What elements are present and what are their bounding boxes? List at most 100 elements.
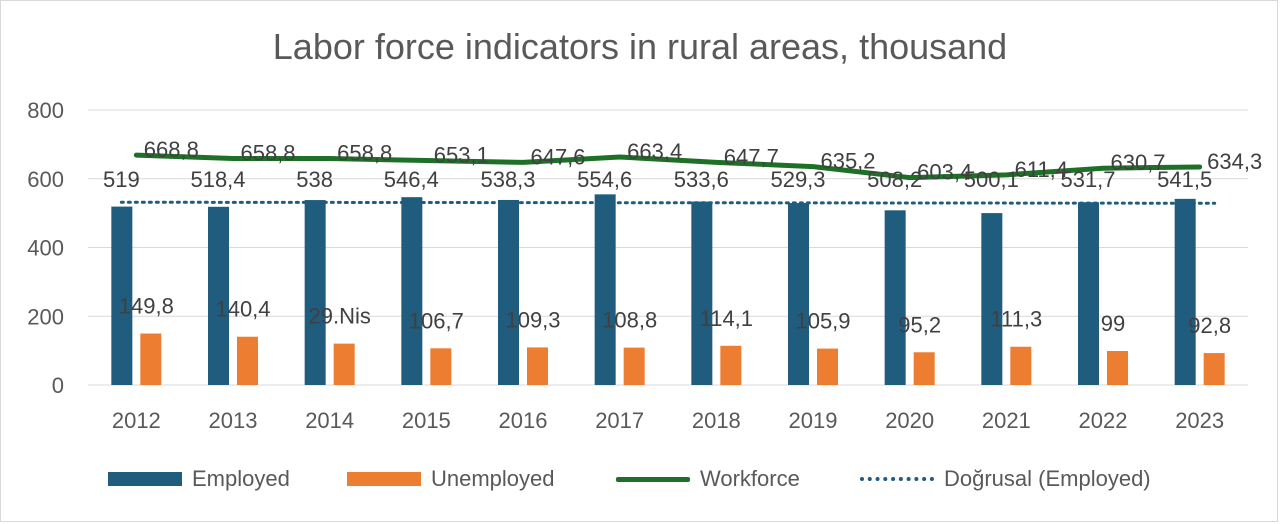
- unemployed-bar: [817, 348, 838, 385]
- workforce-data-label: 635,2: [820, 149, 875, 174]
- employed-data-label: 538: [296, 167, 333, 192]
- employed-bar: [208, 206, 229, 385]
- workforce-data-label: 658,8: [240, 141, 295, 166]
- x-axis-ticks: 2012 2013 2014 2015 2016 2017 2018 2019 2020 2021…: [112, 408, 1224, 433]
- unemployed-data-label: 29.Nis: [308, 304, 370, 329]
- workforce-data-label: 658,8: [337, 141, 392, 166]
- unemployed-data-label: 105,9: [795, 309, 850, 334]
- unemployed-bar: [140, 333, 162, 385]
- workforce-data-label: 647,6: [530, 144, 585, 169]
- legend-item-trendline[interactable]: Doğrusal (Employed): [860, 462, 1151, 496]
- chart-title: Labor force indicators in rural areas, t…: [272, 26, 1008, 67]
- unemployed-data-label: 109,3: [505, 307, 560, 332]
- y-tick-label: 0: [52, 373, 64, 398]
- legend-label-employed: Employed: [192, 466, 290, 491]
- unemployed-bar: [430, 348, 452, 385]
- unemployed-data-label: 140,4: [215, 297, 270, 322]
- unemployed-bar: [913, 352, 935, 385]
- y-axis-ticks: 0 200 400 600 800: [27, 98, 64, 398]
- employed-data-label: 531,7: [1060, 167, 1115, 192]
- employed-data-label: 519: [103, 167, 140, 192]
- employed-data-label: 500,1: [964, 167, 1019, 192]
- employed-data-label: 538,3: [480, 167, 535, 192]
- unemployed-data-label: 114,1: [700, 306, 753, 331]
- x-tick-label: 2022: [1079, 408, 1128, 433]
- employed-data-label: 554,6: [577, 167, 632, 192]
- unemployed-data-label: 111,3: [990, 307, 1042, 332]
- x-tick-label: 2014: [305, 408, 354, 433]
- x-tick-label: 2013: [209, 408, 258, 433]
- unemployed-bar: [1107, 350, 1128, 385]
- employed-data-label: 533,6: [674, 167, 729, 192]
- employed-trendline: [119, 200, 1217, 205]
- unemployed-data-label: 92,8: [1188, 313, 1231, 338]
- employed-bar: [111, 206, 133, 385]
- unemployed-bar: [237, 336, 258, 385]
- workforce-line: [133, 152, 1203, 181]
- employed-bar: [498, 199, 519, 385]
- legend-label-workforce: Workforce: [700, 466, 800, 491]
- employed-bar: [1078, 202, 1099, 385]
- employed-data-label: 546,4: [384, 167, 439, 192]
- unemployed-bar: [720, 345, 742, 385]
- x-tick-label: 2015: [402, 408, 451, 433]
- x-tick-label: 2012: [112, 408, 161, 433]
- unemployed-bar: [527, 347, 548, 385]
- unemployed-bar: [623, 347, 645, 385]
- legend-item-employed[interactable]: Employed: [108, 462, 290, 496]
- y-tick-label: 200: [27, 304, 64, 329]
- y-tick-label: 600: [27, 167, 64, 192]
- gridlines: [88, 109, 1248, 386]
- x-tick-label: 2018: [692, 408, 741, 433]
- legend-swatch-unemployed: [347, 472, 421, 486]
- employed-data-label: 518,4: [190, 167, 245, 192]
- workforce-data-label: 668,8: [144, 137, 199, 162]
- data-labels: 519 518,4 538 546,4 538,3 554,6 533,6 529,3 508,…: [103, 137, 1262, 338]
- unemployed-data-label: 149,8: [119, 294, 174, 319]
- workforce-data-label: 647,7: [724, 144, 779, 169]
- unemployed-bar: [1010, 346, 1032, 385]
- legend-label-trendline: Doğrusal (Employed): [944, 466, 1151, 491]
- legend-item-unemployed[interactable]: Unemployed: [347, 462, 555, 496]
- x-tick-label: 2016: [499, 408, 548, 433]
- x-tick-label: 2023: [1175, 408, 1224, 433]
- employed-bar: [981, 213, 1003, 385]
- employed-bar: [788, 203, 809, 385]
- employed-bar: [691, 201, 713, 385]
- employed-bar: [304, 200, 326, 385]
- x-tick-label: 2019: [789, 408, 838, 433]
- workforce-data-label: 630,7: [1110, 150, 1165, 175]
- unemployed-data-label: 95,2: [898, 312, 941, 337]
- legend-swatch-trendline: [860, 477, 934, 481]
- workforce-data-label: 653,1: [434, 142, 489, 167]
- employed-bar: [884, 210, 906, 385]
- x-tick-label: 2017: [595, 408, 644, 433]
- unemployed-bar: [1203, 353, 1225, 385]
- unemployed-data-label: 99: [1101, 311, 1125, 336]
- x-tick-label: 2021: [982, 408, 1031, 433]
- employed-data-label: 529,3: [770, 167, 825, 192]
- employed-bar: [1174, 198, 1196, 385]
- legend-item-workforce[interactable]: Workforce: [616, 462, 800, 496]
- trendline: [119, 200, 1217, 205]
- employed-data-label: 541,5: [1157, 167, 1212, 192]
- workforce-data-label: 603,4: [917, 160, 972, 185]
- legend: Employed Unemployed Workforce Doğrusal (…: [0, 462, 1280, 496]
- x-tick-label: 2020: [885, 408, 934, 433]
- unemployed-data-label: 106,7: [409, 308, 464, 333]
- workforce-data-label: 634,3: [1207, 149, 1262, 174]
- legend-swatch-workforce: [616, 476, 690, 482]
- unemployed-bar: [333, 343, 355, 385]
- employed-bar: [401, 197, 423, 385]
- employed-data-label: 508,2: [867, 167, 922, 192]
- y-tick-label: 800: [27, 98, 64, 123]
- y-tick-label: 400: [27, 236, 64, 261]
- employed-bar: [594, 194, 616, 385]
- workforce-data-label: 611,4: [1015, 157, 1068, 182]
- workforce-data-label: 663,4: [627, 139, 682, 164]
- unemployed-data-label: 108,8: [602, 308, 657, 333]
- legend-label-unemployed: Unemployed: [431, 466, 555, 491]
- workforce-line-layer: [133, 152, 1203, 181]
- bars: [111, 194, 1225, 385]
